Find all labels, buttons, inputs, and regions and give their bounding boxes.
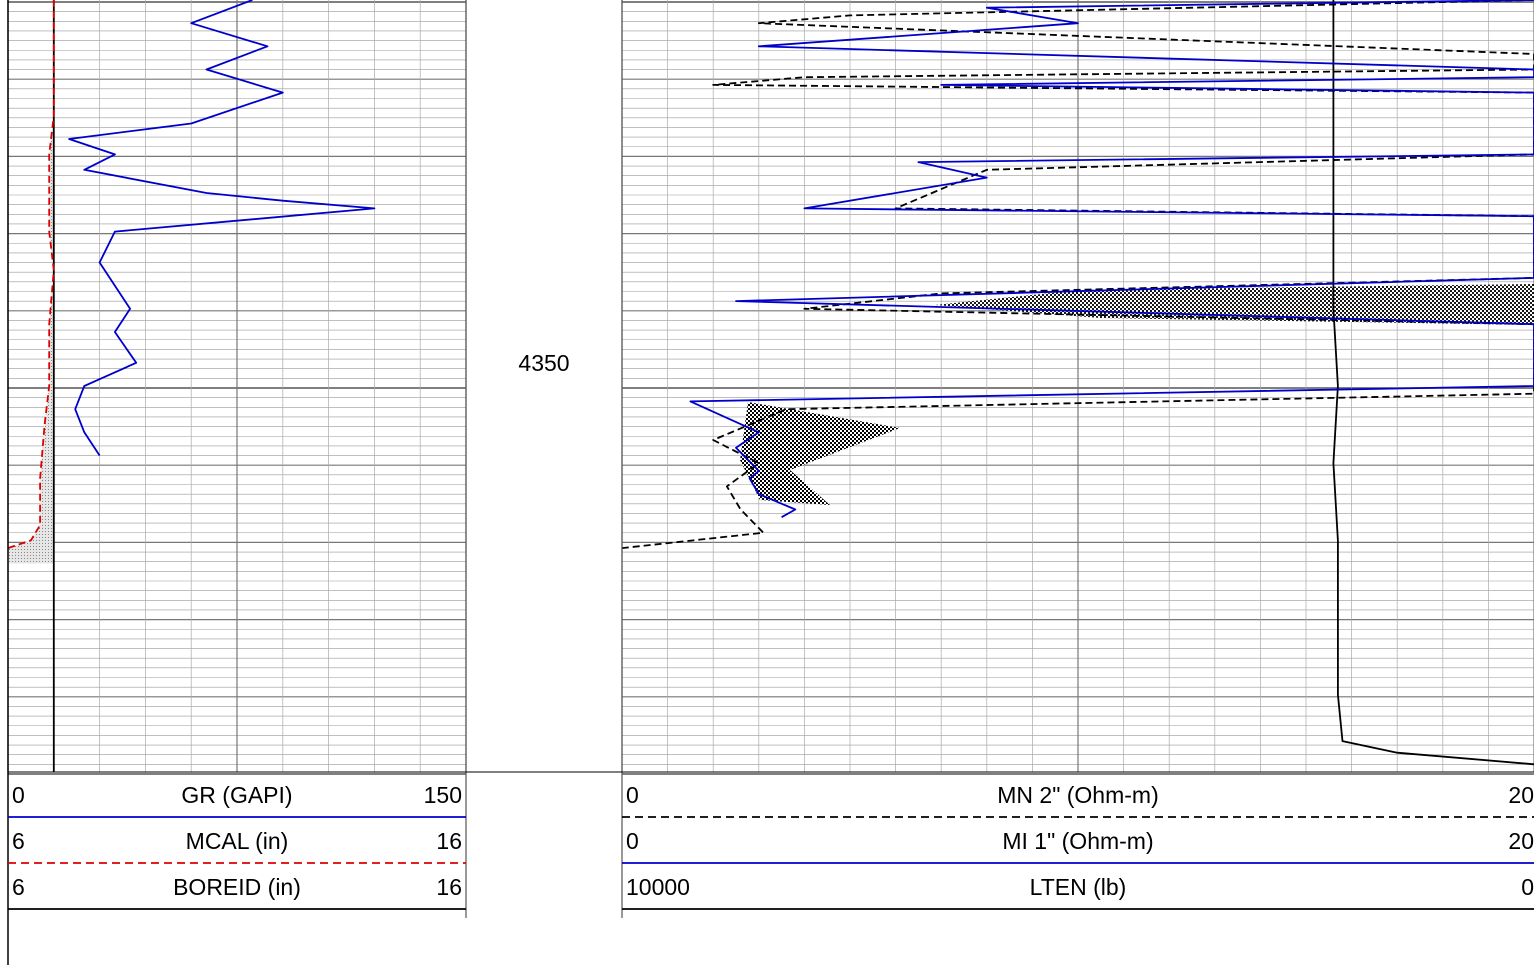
track-frames — [7, 0, 1534, 965]
resistivity-fill-upper — [935, 284, 1534, 325]
mn-min: 0 — [626, 782, 639, 808]
boreid-max: 16 — [436, 874, 462, 900]
depth-label: 4350 — [518, 350, 570, 376]
lten-max: 0 — [1521, 874, 1534, 900]
mcal-max: 16 — [436, 828, 462, 854]
lten-name: LTEN (lb) — [1029, 874, 1127, 900]
header-mn: 0 MN 2" (Ohm-m) 20 — [622, 772, 1534, 818]
boreid-min: 6 — [12, 874, 25, 900]
header-mcal: 6 MCAL (in) 16 — [8, 818, 466, 864]
mn-curve — [621, 0, 1534, 549]
lten-curve — [1332, 0, 1534, 766]
mcal-curve — [7, 0, 55, 549]
gr-min: 0 — [12, 782, 25, 808]
track2-grid — [621, 0, 1534, 775]
mcal-name: MCAL (in) — [185, 828, 289, 854]
mn-max: 20 — [1508, 782, 1534, 808]
mi-max: 20 — [1508, 828, 1534, 854]
gr-curve — [68, 0, 376, 456]
gr-max: 150 — [423, 782, 462, 808]
header-mi: 0 MI 1" (Ohm-m) 20 — [622, 818, 1534, 864]
curves — [7, 0, 1534, 772]
track1-grid — [7, 0, 467, 775]
mn-name: MN 2" (Ohm-m) — [997, 782, 1159, 808]
mi-name: MI 1" (Ohm-m) — [1002, 828, 1154, 854]
boreid-name: BOREID (in) — [173, 874, 301, 900]
mcal-min: 6 — [12, 828, 25, 854]
gr-name: GR (GAPI) — [181, 782, 293, 808]
header-gr: 0 GR (GAPI) 150 — [8, 772, 466, 818]
header-boreid: 6 BOREID (in) 16 — [8, 864, 466, 910]
resistivity-fill — [740, 402, 900, 505]
mi-min: 0 — [626, 828, 639, 854]
header-lten: 10000 LTEN (lb) 0 — [622, 864, 1534, 910]
lten-min: 10000 — [626, 874, 690, 900]
mcal-fill — [8, 0, 54, 564]
mi-curve — [689, 0, 1534, 518]
curve-fills — [8, 0, 1534, 564]
